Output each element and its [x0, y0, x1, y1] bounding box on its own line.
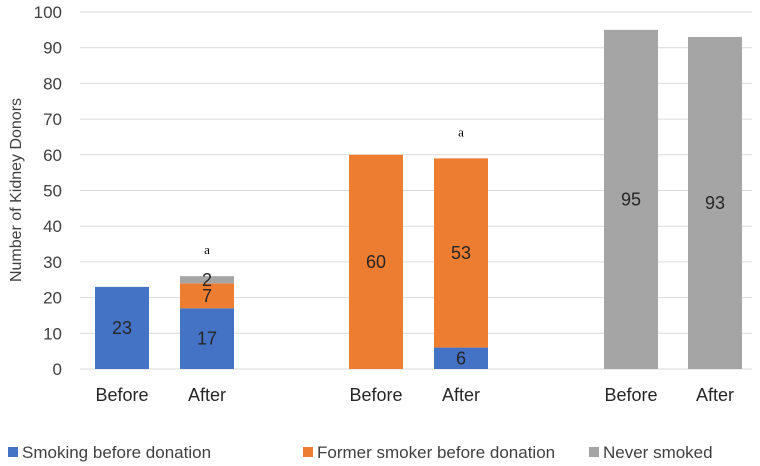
y-axis-tick-labels: 0 10 20 30 40 50 60 70 80 90 100	[34, 3, 62, 379]
annotations: aa	[204, 124, 464, 257]
y-tick-label: 20	[43, 289, 62, 308]
y-tick-label: 30	[43, 253, 62, 272]
data-label: 53	[451, 243, 471, 263]
bar-segment	[180, 308, 234, 369]
y-axis-label: Number of Kidney Donors	[8, 98, 25, 282]
data-label: 23	[112, 318, 132, 338]
data-label: 6	[456, 348, 466, 368]
bar-segment	[349, 154, 403, 369]
legend: Smoking before donation Former smoker bef…	[8, 443, 713, 462]
y-tick-label: 0	[53, 360, 62, 379]
data-label: 7	[202, 286, 212, 306]
legend-swatch	[303, 447, 313, 457]
legend-swatch	[8, 447, 18, 457]
bar-segment	[180, 276, 234, 284]
y-tick-label: 70	[43, 110, 62, 129]
legend-label: Former smoker before donation	[317, 443, 555, 462]
x-tick-label: Before	[349, 385, 402, 405]
y-tick-label: 10	[43, 324, 62, 343]
x-tick-label: After	[696, 385, 734, 405]
x-tick-label: After	[442, 385, 480, 405]
data-label: 93	[705, 193, 725, 213]
annotation-note: a	[458, 124, 464, 139]
legend-label: Smoking before donation	[22, 443, 211, 462]
y-tick-label: 60	[43, 146, 62, 165]
x-tick-label: Before	[604, 385, 657, 405]
x-tick-label: After	[188, 385, 226, 405]
x-tick-label: Before	[95, 385, 148, 405]
data-label: 60	[366, 252, 386, 272]
y-tick-label: 90	[43, 39, 62, 58]
data-label: 95	[621, 189, 641, 209]
bar-segment	[688, 36, 742, 370]
annotation-note: a	[204, 242, 210, 257]
data-label: 17	[197, 329, 217, 349]
bar-segment	[604, 29, 658, 369]
bar-segment	[95, 286, 149, 369]
bar-segment	[434, 158, 488, 348]
y-tick-label: 40	[43, 217, 62, 236]
bar-segment	[180, 283, 234, 309]
y-tick-label: 80	[43, 74, 62, 93]
y-tick-label: 100	[34, 3, 62, 22]
y-tick-label: 50	[43, 182, 62, 201]
bar-segment	[434, 347, 488, 369]
x-axis-category-labels: Before After Before After Before After	[95, 385, 734, 405]
data-label: 2	[202, 270, 212, 290]
bars: 23 17 72 60 6 53 95 93	[95, 29, 742, 370]
legend-swatch	[589, 447, 599, 457]
legend-label: Never smoked	[603, 443, 713, 462]
